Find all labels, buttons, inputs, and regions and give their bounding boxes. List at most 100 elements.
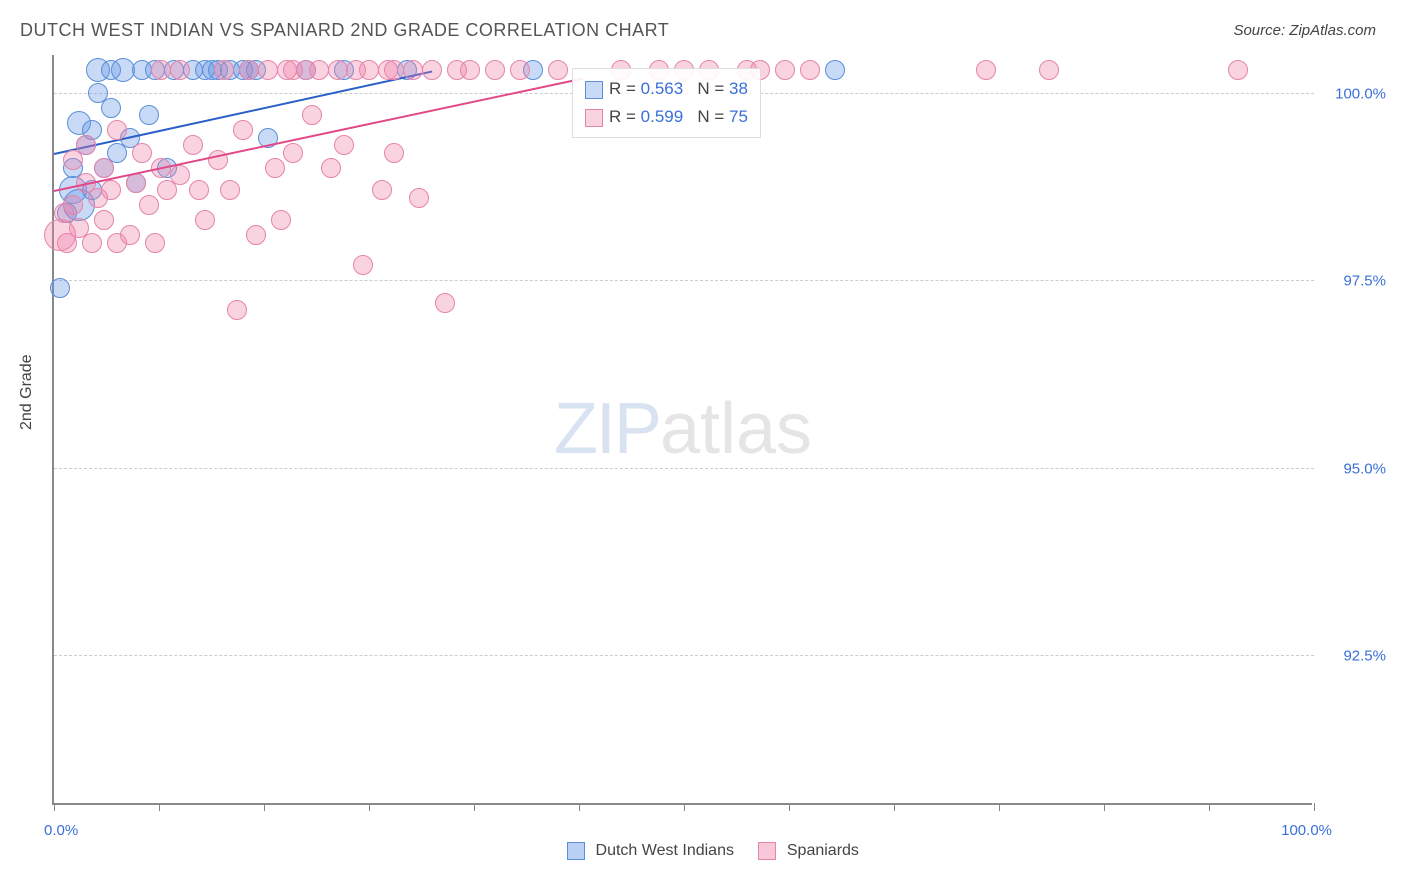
x-tick [1104, 803, 1105, 811]
data-point[interactable] [384, 143, 404, 163]
x-tick [684, 803, 685, 811]
chart-source: Source: ZipAtlas.com [1233, 22, 1376, 39]
gridline: 97.5% [54, 280, 1314, 281]
data-point[interactable] [50, 278, 70, 298]
x-tick [264, 803, 265, 811]
data-point[interactable] [107, 120, 127, 140]
x-label-left: 0.0% [44, 822, 78, 839]
data-point[interactable] [353, 255, 373, 275]
data-point[interactable] [334, 135, 354, 155]
x-tick [1314, 803, 1315, 811]
data-point[interactable] [321, 158, 341, 178]
data-point[interactable] [1228, 60, 1248, 80]
data-point[interactable] [283, 143, 303, 163]
data-point[interactable] [409, 188, 429, 208]
x-tick [54, 803, 55, 811]
gridline: 92.5% [54, 655, 1314, 656]
data-point[interactable] [183, 135, 203, 155]
info-r-label: R = [609, 79, 641, 98]
legend-label-dutch: Dutch West Indians [596, 842, 734, 859]
info-row: R = 0.599 N = 75 [585, 103, 748, 131]
data-point[interactable] [189, 180, 209, 200]
data-point[interactable] [976, 60, 996, 80]
data-point[interactable] [403, 60, 423, 80]
data-point[interactable] [132, 143, 152, 163]
data-point[interactable] [485, 60, 505, 80]
legend-swatch-dutch [567, 842, 585, 860]
scatter-chart: ZIPatlas 100.0%97.5%95.0%92.5%0.0%100.0%… [52, 55, 1312, 805]
data-point[interactable] [76, 135, 96, 155]
correlation-info-box: R = 0.563 N = 38R = 0.599 N = 75 [572, 68, 761, 138]
y-tick-label: 97.5% [1343, 273, 1386, 290]
data-point[interactable] [246, 225, 266, 245]
info-n-value: 38 [729, 79, 748, 98]
data-point[interactable] [233, 120, 253, 140]
x-tick [369, 803, 370, 811]
chart-title: DUTCH WEST INDIAN VS SPANIARD 2ND GRADE … [20, 20, 669, 41]
y-tick-label: 92.5% [1343, 648, 1386, 665]
y-tick-label: 100.0% [1335, 85, 1386, 102]
info-r-value: 0.599 [641, 107, 684, 126]
chart-header: DUTCH WEST INDIAN VS SPANIARD 2ND GRADE … [0, 0, 1406, 51]
data-point[interactable] [460, 60, 480, 80]
data-point[interactable] [139, 105, 159, 125]
data-point[interactable] [151, 60, 171, 80]
info-swatch [585, 109, 603, 127]
data-point[interactable] [220, 180, 240, 200]
data-point[interactable] [825, 60, 845, 80]
data-point[interactable] [309, 60, 329, 80]
y-axis-label: 2nd Grade [18, 354, 36, 430]
x-tick [894, 803, 895, 811]
data-point[interactable] [239, 60, 259, 80]
data-point[interactable] [800, 60, 820, 80]
data-point[interactable] [384, 60, 404, 80]
info-n-value: 75 [729, 107, 748, 126]
data-point[interactable] [775, 60, 795, 80]
data-point[interactable] [372, 180, 392, 200]
legend-label-spaniards: Spaniards [787, 842, 859, 859]
data-point[interactable] [328, 60, 348, 80]
x-label-right: 100.0% [1281, 822, 1332, 839]
data-point[interactable] [170, 60, 190, 80]
data-point[interactable] [435, 293, 455, 313]
data-point[interactable] [94, 210, 114, 230]
info-n-label: N = [697, 107, 729, 126]
watermark-atlas: atlas [660, 389, 812, 469]
info-r-value: 0.563 [641, 79, 684, 98]
data-point[interactable] [101, 98, 121, 118]
watermark-zip: ZIP [554, 389, 660, 469]
data-point[interactable] [170, 165, 190, 185]
data-point[interactable] [195, 210, 215, 230]
data-point[interactable] [359, 60, 379, 80]
data-point[interactable] [271, 210, 291, 230]
info-swatch [585, 81, 603, 99]
data-point[interactable] [258, 60, 278, 80]
x-tick [474, 803, 475, 811]
watermark: ZIPatlas [554, 388, 812, 470]
legend-swatch-spaniards [758, 842, 776, 860]
info-row: R = 0.563 N = 38 [585, 75, 748, 103]
data-point[interactable] [214, 60, 234, 80]
x-tick [999, 803, 1000, 811]
data-point[interactable] [302, 105, 322, 125]
info-n-label: N = [697, 79, 729, 98]
x-tick [579, 803, 580, 811]
data-point[interactable] [422, 60, 442, 80]
data-point[interactable] [227, 300, 247, 320]
bottom-legend: Dutch West Indians Spaniards [0, 842, 1406, 860]
data-point[interactable] [548, 60, 568, 80]
data-point[interactable] [101, 180, 121, 200]
data-point[interactable] [94, 158, 114, 178]
y-tick-label: 95.0% [1343, 460, 1386, 477]
data-point[interactable] [145, 233, 165, 253]
data-point[interactable] [63, 195, 83, 215]
data-point[interactable] [82, 233, 102, 253]
data-point[interactable] [265, 158, 285, 178]
data-point[interactable] [139, 195, 159, 215]
data-point[interactable] [1039, 60, 1059, 80]
data-point[interactable] [120, 225, 140, 245]
gridline: 95.0% [54, 468, 1314, 469]
info-r-label: R = [609, 107, 641, 126]
data-point[interactable] [510, 60, 530, 80]
x-tick [1209, 803, 1210, 811]
